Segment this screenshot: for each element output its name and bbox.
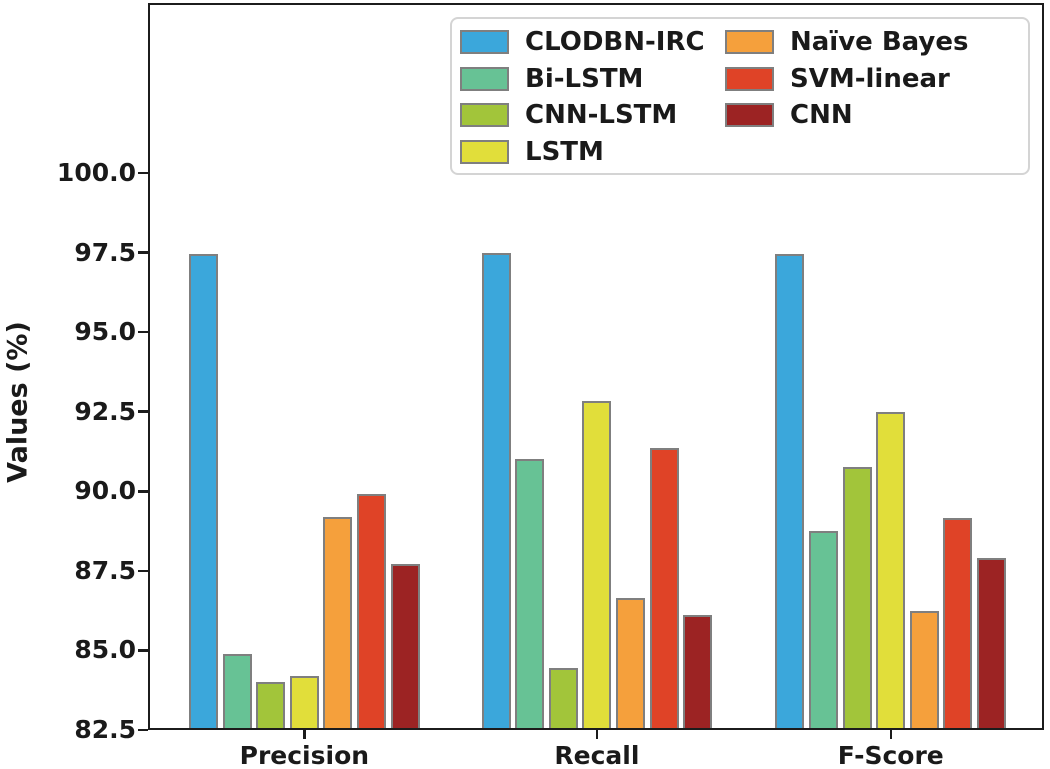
bar-na-ve-bayes-recall <box>615 597 645 730</box>
legend: CLODBN-IRC Bi-LSTM CNN-LSTM LSTM Naïve Bayes… <box>450 17 1030 175</box>
x-tick-mark <box>595 730 599 739</box>
legend-label: LSTM <box>525 136 604 167</box>
legend-label: Naïve Bayes <box>790 27 969 57</box>
bar-na-ve-bayes-f-score <box>909 610 939 730</box>
legend-label: SVM-linear <box>790 63 950 94</box>
y-tick-mark <box>138 251 148 254</box>
y-tick-label: 87.5 <box>74 555 136 585</box>
y-tick-label: 97.5 <box>74 237 136 267</box>
bar-clodbn-irc-recall <box>481 252 511 730</box>
legend-swatch-icon <box>460 30 509 54</box>
bar-bi-lstm-recall <box>515 459 545 730</box>
y-tick-mark <box>138 490 148 493</box>
bar-cnn-lstm-f-score <box>842 467 872 730</box>
legend-label: CNN <box>790 100 853 130</box>
y-tick-label: 82.5 <box>74 715 136 744</box>
bar-cnn-lstm-recall <box>548 667 578 730</box>
bar-svm-linear-f-score <box>943 518 973 730</box>
y-tick-mark <box>138 728 148 732</box>
y-tick-mark <box>138 171 148 175</box>
legend-swatch-icon <box>725 66 774 91</box>
x-tick-mark <box>303 730 306 739</box>
x-tick-label-f-score: F-Score <box>837 741 944 769</box>
bar-cnn-f-score <box>977 558 1007 730</box>
bar-na-ve-bayes-precision <box>323 516 353 730</box>
x-tick-label-recall: Recall <box>554 741 640 769</box>
legend-swatch-icon <box>725 103 774 127</box>
bar-lstm-f-score <box>876 411 906 730</box>
legend-swatch-icon <box>460 139 509 164</box>
y-tick-label: 95.0 <box>74 317 136 347</box>
legend-label: CLODBN-IRC <box>525 27 705 57</box>
y-tick-label: 90.0 <box>74 476 136 506</box>
bar-cnn-lstm-precision <box>256 682 286 730</box>
bar-svm-linear-precision <box>357 494 387 730</box>
bar-svm-linear-recall <box>649 448 679 730</box>
x-tick-label-precision: Precision <box>239 741 370 769</box>
y-tick-mark <box>138 330 148 334</box>
y-tick-mark <box>138 569 148 573</box>
bar-lstm-recall <box>582 400 612 730</box>
bar-cnn-precision <box>390 564 420 730</box>
y-tick-label: 85.0 <box>74 635 136 665</box>
bar-clodbn-irc-f-score <box>775 254 805 730</box>
legend-swatch-icon <box>460 66 509 91</box>
bar-clodbn-irc-precision <box>189 254 219 730</box>
bar-bi-lstm-precision <box>222 653 252 730</box>
y-tick-mark <box>138 410 148 413</box>
legend-label: Bi-LSTM <box>525 63 644 94</box>
legend-swatch-icon <box>460 103 509 127</box>
bar-cnn-recall <box>683 615 713 730</box>
bar-lstm-precision <box>289 675 319 730</box>
x-tick-mark <box>889 730 893 739</box>
legend-label: CNN-LSTM <box>525 100 678 130</box>
bar-bi-lstm-f-score <box>809 531 839 730</box>
y-tick-label: 92.5 <box>74 396 136 426</box>
legend-swatch-icon <box>725 30 774 54</box>
y-tick-label: 100.0 <box>56 157 136 187</box>
y-tick-mark <box>138 649 148 652</box>
